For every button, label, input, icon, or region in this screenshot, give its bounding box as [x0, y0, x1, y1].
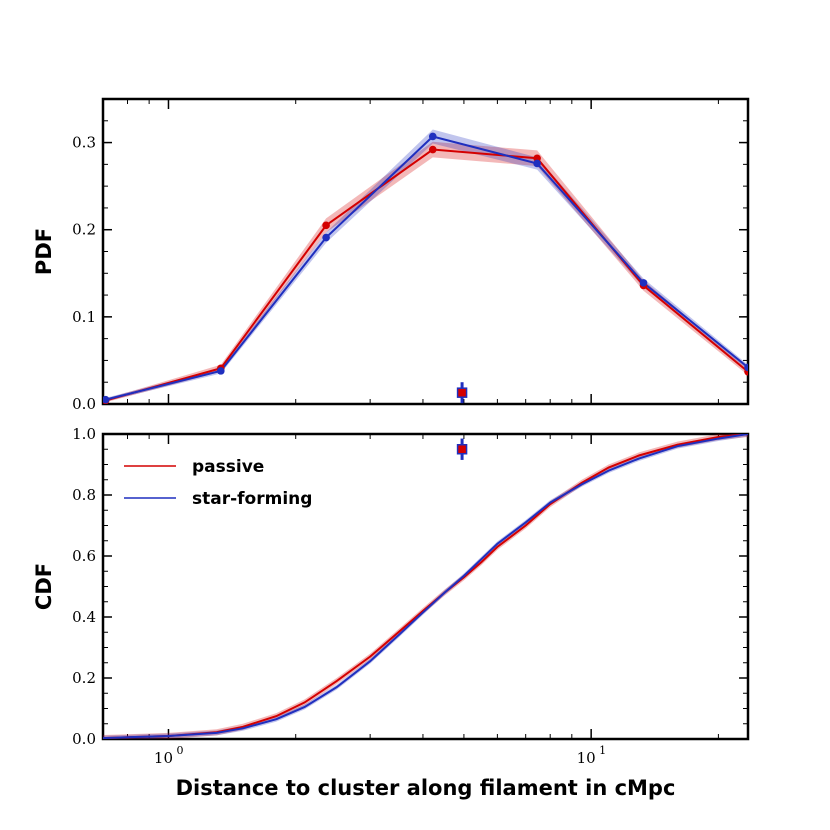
cdf-ytick-label: 0.4: [72, 608, 96, 626]
pdf-marker-square: [456, 387, 468, 398]
pdf-point-star-forming: [103, 395, 110, 404]
pdf-ytick-label: 0.0: [72, 395, 96, 413]
pdf-point-star-forming: [744, 363, 748, 372]
cdf-ytick-label: 0.2: [72, 669, 96, 687]
x-tick-label: 10: [154, 749, 173, 767]
cdf-ytick-label: 0.6: [72, 547, 96, 565]
cdf-y-axis-title: CDF: [32, 563, 56, 610]
x-tick-label-exponent: 0: [176, 744, 183, 757]
reference-markers: [456, 382, 468, 460]
pdf-point-star-forming: [217, 367, 225, 375]
x-tick-label-exponent: 1: [599, 744, 606, 757]
cdf-band-passive: [103, 434, 748, 739]
x-tick-label: 10: [577, 749, 596, 767]
pdf-point-passive: [322, 221, 330, 230]
pdf-point-star-forming: [639, 279, 648, 287]
legend-label-star-forming: star-forming: [192, 489, 312, 509]
cdf-ytick-label: 0.0: [72, 730, 96, 748]
cdf-band-star-forming: [103, 434, 748, 739]
pdf-point-passive: [533, 154, 541, 163]
pdf-ytick-label: 0.2: [72, 221, 96, 239]
pdf-line-passive: [105, 148, 748, 402]
legend-label-passive: passive: [192, 457, 264, 477]
pdf-point-star-forming: [533, 159, 541, 168]
pdf-band-passive: [105, 141, 748, 403]
cdf-line-passive: [103, 434, 748, 739]
x-axis-title: Distance to cluster along filament in cM…: [176, 776, 676, 800]
cdf-ytick-label: 1.0: [72, 425, 96, 443]
pdf-point-passive: [428, 145, 437, 154]
pdf-band-star-forming: [105, 129, 748, 402]
pdf-y-axis-title: PDF: [32, 228, 56, 275]
cdf-marker-square: [456, 444, 468, 455]
error-bands: [103, 129, 748, 739]
cdf-ytick-label: 0.8: [72, 486, 96, 504]
pdf-point-star-forming: [322, 233, 330, 242]
pdf-line-star-forming: [105, 135, 748, 401]
legend: passive star-forming: [124, 457, 312, 509]
pdf-ytick-label: 0.3: [72, 134, 96, 152]
cdf-panel-frame: [101, 432, 750, 741]
pdf-ytick-label: 0.1: [72, 308, 96, 326]
series-points: [103, 132, 748, 404]
series-lines: [103, 135, 748, 739]
cdf-line-star-forming: [103, 434, 748, 739]
pdf-point-star-forming: [428, 132, 437, 141]
